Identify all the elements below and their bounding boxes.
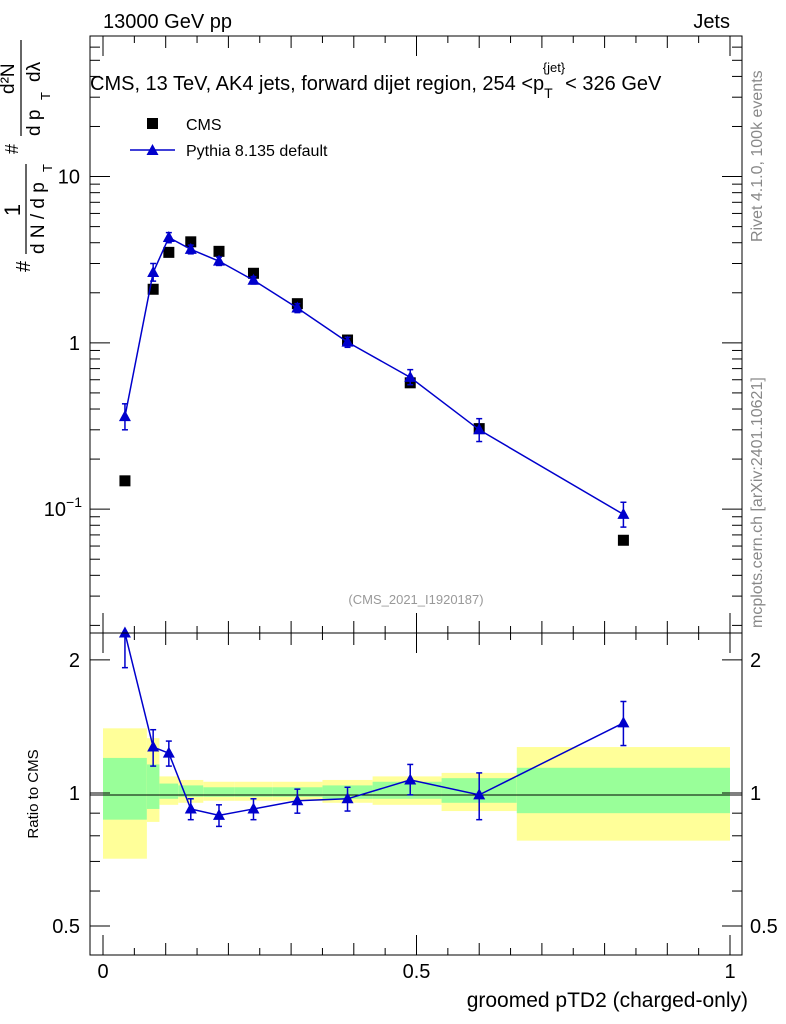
cms-data-point [617,534,629,546]
ratio-data-point [118,626,131,638]
pythia-data-point [247,273,260,285]
ylabel-denominator: d p [24,110,45,136]
ylabel-den-tail: dλ [24,61,45,82]
ratio-data-point [247,802,260,814]
ratio-y-tick-label-right: 0.5 [750,916,778,938]
plot-title-suffix: < 326 GeV [565,73,662,95]
ratio-data-point [212,808,225,820]
pythia-data-point [212,254,225,266]
plot-title: CMS, 13 TeV, AK4 jets, forward dijet reg… [90,60,662,101]
ratio-y-tick-label-right: 1 [750,783,761,805]
ratio-y-tick-label: 2 [69,650,80,672]
ratio-data-point [291,794,304,806]
legend-label-pythia: Pythia 8.135 default [186,143,328,160]
ylabel-numerator: d²N [0,63,19,94]
ratio-y-tick-label: 1 [69,783,80,805]
cms-data-point [147,283,159,295]
x-axis-label: groomed pTD2 (charged-only) [467,989,748,1012]
ratio-data-point [617,716,630,728]
cms-data-point [119,475,131,487]
ratio-data-point [473,788,486,800]
pythia-line [124,236,624,516]
legend: CMS Pythia 8.135 default [130,117,328,160]
plot-title-sub: T [544,85,553,101]
ratio-data-point [184,802,197,814]
pythia-data-point [404,370,417,382]
pythia-data-point [147,265,160,277]
plot-title-sup: {jet} [543,60,566,75]
header-left-label: 13000 GeV pp [103,11,232,33]
ratio-panel: 0.5 0.5 1 1 2 2 0 0.5 1 Ratio to CMS groomed pTD… [25,626,778,1012]
ratio-band-inner [146,764,160,809]
pythia-data-point [291,301,304,313]
ratio-data-point [341,792,354,804]
ratio-y-axis-label: Ratio to CMS [25,749,42,838]
main-y-axis-label: # 1 d N / d p T # d²N d p T dλ [0,40,55,272]
ratio-band-inner [234,787,273,797]
ratio-band-inner [178,785,204,797]
ratio-y-tick-label-right: 2 [750,650,761,672]
ratio-data-point [147,740,160,752]
pythia-data-point [162,230,175,242]
ratio-data-point [162,746,175,758]
ylabel-dn-dp: d N / d p [28,182,49,254]
ratio-band-inner [516,767,730,814]
ylabel-den-sub-t: T [38,92,53,100]
ylabel-one: 1 [0,204,25,216]
ratio-y-tick-label: 0.5 [52,916,80,938]
pythia-data-point [473,423,486,435]
cms-data-point [185,236,197,248]
cms-data-point [213,245,225,257]
rivet-version-label: Rivet 4.1.0, 100k events [749,70,766,242]
ylabel-hash-1: # [13,260,35,272]
main-y-tick-label-base: 10 [44,499,66,521]
legend-marker-pythia [146,144,159,155]
pythia-data-point [118,410,131,422]
ratio-band-inner [159,783,179,799]
ratio-band-inner [203,787,235,797]
analysis-watermark: (CMS_2021_I1920187) [348,592,483,607]
plot-title-prefix: CMS, 13 TeV, AK4 jets, forward dijet reg… [90,73,544,95]
pythia-data-point [341,335,354,347]
legend-label-cms: CMS [186,117,222,134]
pythia-data-point [184,242,197,254]
x-tick-label: 0 [97,961,108,983]
main-y-tick-label: 10−1 [44,494,82,521]
main-y-tick-label-exp: −1 [66,494,82,510]
ylabel-sub-t: T [40,164,55,172]
legend-marker-cms [147,118,158,129]
ratio-data-point [404,773,417,785]
mcplots-label: mcplots.cern.ch [arXiv:2401.10621] [749,377,766,628]
cms-data-point [163,246,175,258]
main-y-tick-label: 10 [58,167,80,189]
ratio-band-inner [103,757,147,820]
main-y-tick-label: 1 [69,333,80,355]
x-tick-label: 1 [724,961,735,983]
x-tick-label: 0.5 [403,961,431,983]
ylabel-hash-2: # [2,144,22,154]
pythia-data-point [617,507,630,519]
cms-data-point [247,267,259,279]
header-right-label: Jets [693,11,730,33]
